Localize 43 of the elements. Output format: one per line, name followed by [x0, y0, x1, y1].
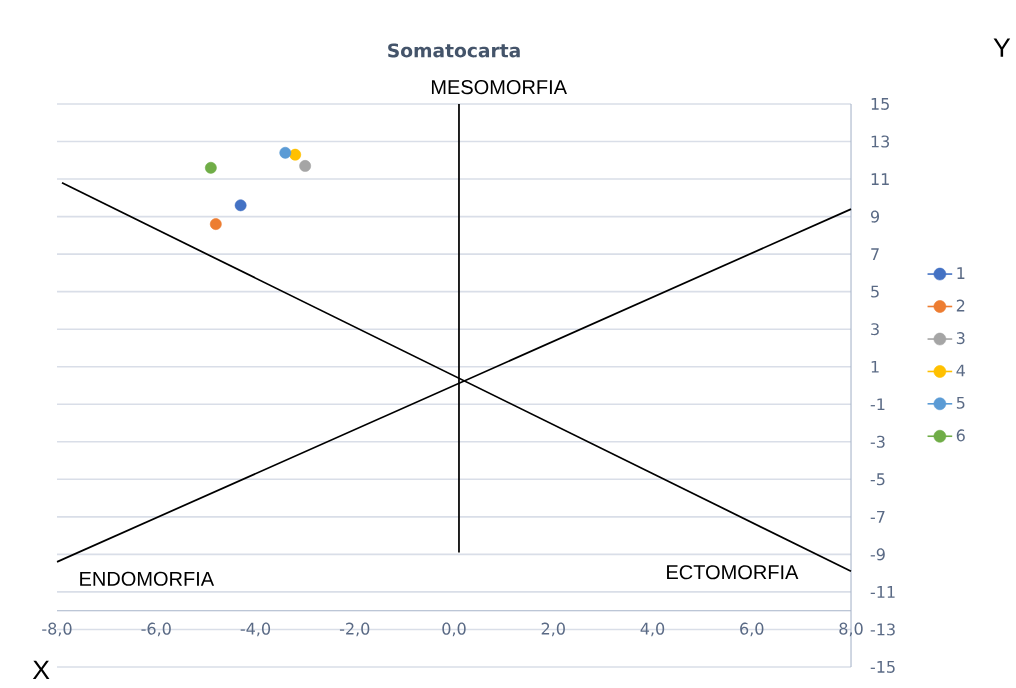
x-tick-label: 4,0	[640, 622, 665, 637]
y-tick-label: -11	[870, 586, 895, 598]
annotation: ECTOMORFIA	[667, 565, 799, 580]
y-tick-label: -13	[870, 623, 895, 636]
x-tick-label: -6,0	[141, 622, 171, 637]
y-axis-title: Y	[993, 38, 1011, 57]
x-tick-label: -4,0	[240, 622, 271, 637]
legend-label: 5	[956, 396, 965, 409]
x-axis-title: X	[32, 660, 50, 679]
y-tick-label: -3	[870, 435, 885, 448]
y-tick-label: 9	[870, 210, 879, 223]
legend-label: 6	[956, 429, 965, 442]
x-tick-label: 0,0	[442, 622, 466, 637]
y-tick-label: -1	[870, 398, 885, 411]
x-tick-label: 8,0	[839, 622, 863, 637]
y-tick-label: -15	[870, 661, 895, 673]
y-tick-label: -5	[870, 473, 885, 486]
point	[234, 199, 247, 212]
y-tick-label: 15	[871, 98, 889, 110]
y-tick-label: 3	[871, 323, 879, 336]
legend-label: 1	[957, 267, 965, 279]
x-tick-label: -8,0	[42, 622, 72, 637]
y-tick-label: -7	[870, 511, 885, 523]
point	[279, 146, 292, 159]
y-tick-label: 7	[871, 248, 879, 260]
y-tick-label: 5	[871, 285, 879, 298]
legend-label: 4	[956, 364, 965, 377]
y-tick-label: 11	[871, 173, 889, 185]
text: MESOMORFIA	[431, 80, 567, 95]
point	[299, 160, 312, 172]
y-tick-label: 13	[871, 135, 890, 148]
x-tick-label: -2,0	[339, 622, 370, 637]
legend-label: 2	[956, 299, 965, 312]
legend-label: 3	[956, 332, 965, 345]
point	[204, 161, 217, 174]
point	[289, 148, 302, 161]
y-tick-label: -9	[870, 548, 885, 561]
chart-title: Somatocarta	[388, 43, 520, 58]
point	[209, 218, 222, 230]
y-tick-label: 1	[871, 360, 879, 373]
x-tick-label: 2,0	[541, 622, 565, 637]
x-tick-label: 6,0	[740, 622, 764, 637]
annotation: ENDOMORFIA	[80, 571, 215, 586]
